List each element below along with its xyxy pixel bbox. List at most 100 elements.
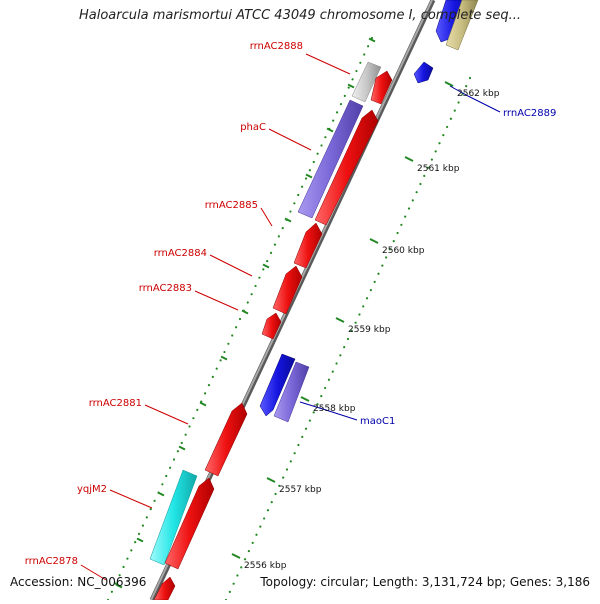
- track-dot: [266, 509, 270, 512]
- track-dot: [332, 119, 335, 122]
- track-dot: [457, 101, 460, 104]
- gene-blue-small[interactable]: [413, 61, 434, 84]
- leader-line: [194, 290, 239, 311]
- track-dot: [238, 317, 242, 321]
- track-dot: [188, 425, 191, 428]
- tick-label: 2558 kbp: [313, 404, 356, 414]
- track-dot: [269, 251, 273, 254]
- gene-red-2[interactable]: [314, 109, 379, 226]
- track-dot: [327, 378, 331, 381]
- gene-red-4[interactable]: [272, 265, 303, 315]
- guide-tick: [284, 217, 292, 223]
- track-dot: [285, 468, 289, 471]
- gene-label-left[interactable]: rrnAC2888: [250, 41, 303, 52]
- track-dot: [438, 142, 441, 145]
- gene-cyan-yqjm2[interactable]: [149, 469, 198, 566]
- gene-gray[interactable]: [351, 61, 382, 103]
- track-dot: [304, 177, 308, 180]
- guide-tick: [199, 401, 207, 407]
- track-dot: [426, 166, 430, 169]
- guide-tick: [136, 537, 144, 543]
- gene-label-left[interactable]: yqjM2: [77, 484, 107, 495]
- tick-labels: 2562 kbp 2561 kbp 2560 kbp 2559 kbp 2558 kbp…: [244, 89, 500, 571]
- leader-line: [305, 53, 351, 75]
- guide-tick: [178, 445, 186, 451]
- track-dot: [236, 574, 239, 577]
- track-dot: [273, 243, 277, 246]
- gene-label-left[interactable]: rrnAC2878: [25, 556, 78, 567]
- track-dot: [312, 160, 315, 164]
- gene-red-1[interactable]: [370, 70, 393, 105]
- track-dot: [465, 85, 468, 88]
- gene-label-right[interactable]: maoC1: [360, 416, 395, 427]
- tick-label: 2556 kbp: [244, 561, 287, 571]
- tick-mark: [404, 156, 414, 162]
- gene-red-7[interactable]: [164, 477, 215, 570]
- tick-mark: [266, 477, 276, 483]
- track-dot: [346, 337, 350, 341]
- accession-text: Accession: NC_006396: [10, 575, 147, 589]
- gene-features: [149, 0, 479, 601]
- gene-label-left[interactable]: phaC: [240, 122, 266, 133]
- track-dot: [240, 566, 243, 569]
- track-dot: [335, 111, 339, 114]
- track-dot: [232, 582, 235, 585]
- guide-tick: [262, 263, 270, 269]
- gene-purple-phac[interactable]: [297, 99, 364, 219]
- track-dot: [331, 370, 334, 373]
- track-dot: [385, 256, 388, 259]
- track-dot: [404, 215, 407, 218]
- track-dot: [453, 109, 456, 112]
- track-dot: [172, 458, 176, 461]
- right-gene-labels: rrnAC2889 maoC1: [299, 85, 556, 427]
- track-dot: [293, 452, 296, 455]
- gene-red-3[interactable]: [293, 222, 323, 269]
- gene-label-left[interactable]: rrnAC2883: [139, 283, 192, 294]
- track-dot: [446, 125, 449, 129]
- guide-tick: [241, 309, 249, 315]
- track-dot: [282, 476, 285, 479]
- leader-line: [260, 207, 273, 227]
- gene-red-6[interactable]: [204, 402, 248, 477]
- track-dot: [134, 541, 137, 544]
- gene-khaki-top[interactable]: [445, 0, 479, 51]
- track-dot: [270, 501, 273, 504]
- gene-purple-maoc1-b[interactable]: [273, 361, 310, 423]
- track-dot: [278, 484, 281, 487]
- gene-label-left[interactable]: rrnAC2881: [89, 398, 142, 409]
- track-dot: [289, 210, 292, 213]
- tick-label: 2561 kbp: [417, 164, 460, 174]
- track-dot: [251, 541, 254, 545]
- gene-label-right[interactable]: rrnAC2889: [503, 108, 556, 119]
- gene-blue-maoc1-a[interactable]: [259, 353, 296, 417]
- track-dot: [130, 549, 133, 552]
- guide-tick: [157, 491, 165, 497]
- guide-tick: [305, 173, 313, 179]
- track-dot: [308, 169, 311, 172]
- gene-red-5[interactable]: [261, 312, 282, 340]
- track-dot: [274, 492, 277, 496]
- track-dot: [176, 450, 179, 453]
- track-dot: [149, 507, 152, 511]
- guide-tick: [347, 83, 355, 89]
- gene-label-left[interactable]: rrnAC2884: [154, 248, 207, 259]
- track-dot: [145, 516, 148, 519]
- track-dot: [339, 103, 343, 106]
- track-dot: [343, 94, 346, 97]
- track-dot: [365, 297, 369, 300]
- track-dot: [289, 460, 292, 463]
- track-dot: [247, 549, 250, 553]
- guide-tick: [115, 583, 123, 589]
- track-dot: [343, 346, 346, 349]
- track-dot: [262, 268, 265, 271]
- track-dot: [442, 133, 445, 137]
- leader-line: [109, 489, 153, 509]
- track-dot: [324, 386, 327, 390]
- track-dot: [118, 574, 121, 577]
- track-dot: [259, 525, 262, 528]
- track-dot: [266, 260, 269, 263]
- gene-label-left[interactable]: rrnAC2885: [205, 200, 258, 211]
- gene-red-8[interactable]: [153, 576, 176, 601]
- track-dot: [388, 248, 392, 251]
